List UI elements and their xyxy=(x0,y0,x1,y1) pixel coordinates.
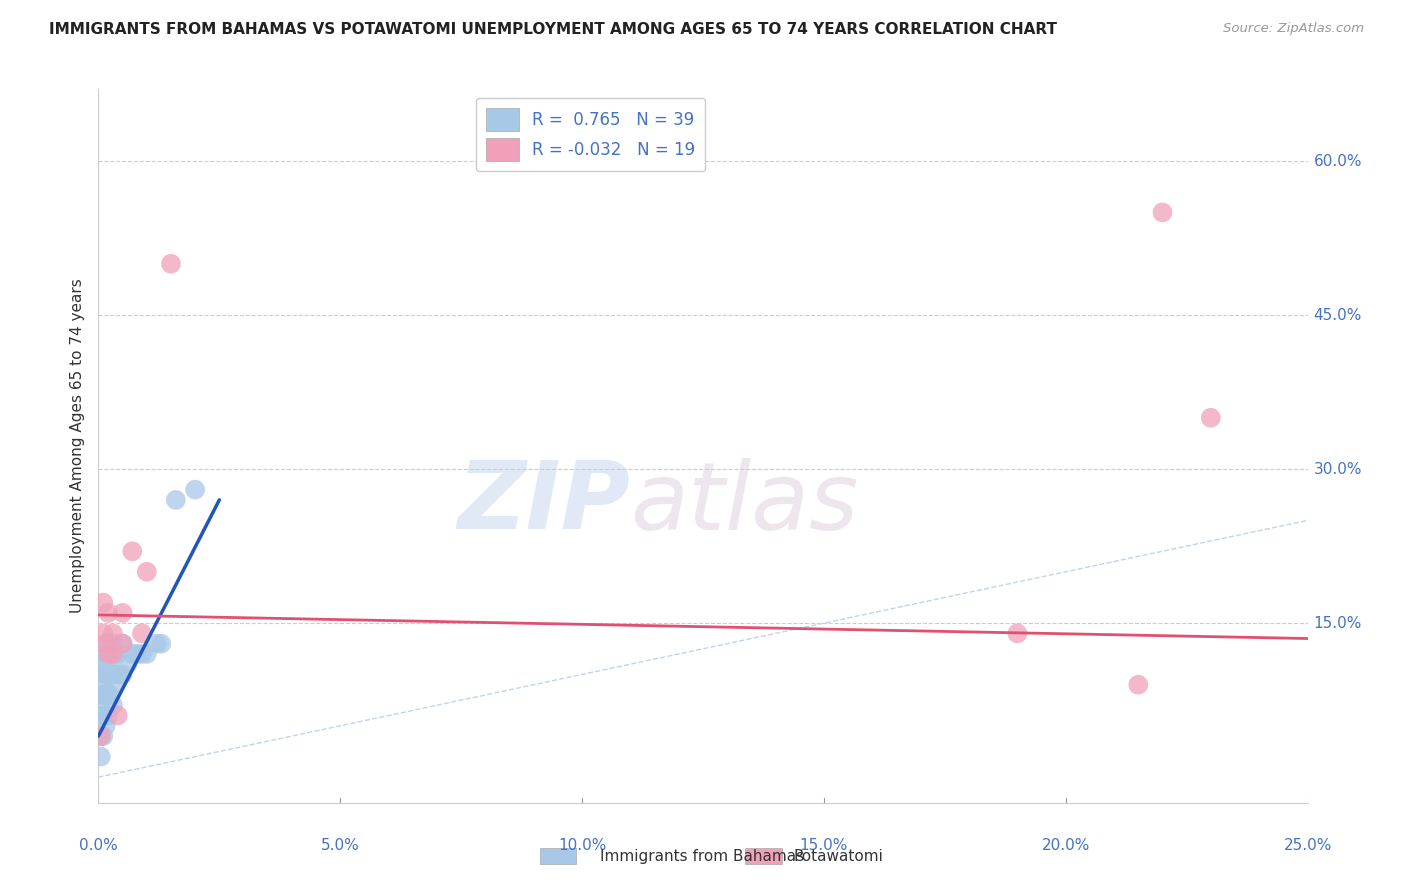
Text: Source: ZipAtlas.com: Source: ZipAtlas.com xyxy=(1223,22,1364,36)
Point xyxy=(90,698,112,713)
Point xyxy=(91,626,114,640)
Point xyxy=(97,657,120,672)
Text: 5.0%: 5.0% xyxy=(321,838,360,854)
Point xyxy=(94,667,117,681)
Point xyxy=(97,647,120,661)
Point xyxy=(91,688,114,702)
Point xyxy=(97,688,120,702)
Text: Potawatomi: Potawatomi xyxy=(793,849,883,863)
Point xyxy=(101,647,124,661)
Point xyxy=(91,657,114,672)
Point xyxy=(101,637,124,651)
Text: 25.0%: 25.0% xyxy=(1284,838,1331,854)
Point xyxy=(101,667,124,681)
Point xyxy=(91,688,114,702)
Point xyxy=(97,667,120,681)
Point xyxy=(91,708,114,723)
Point xyxy=(91,708,114,723)
Point xyxy=(94,719,117,733)
Point xyxy=(91,596,114,610)
Point xyxy=(1128,678,1150,692)
Point xyxy=(160,257,183,271)
Point xyxy=(135,565,157,579)
Point xyxy=(94,688,117,702)
Text: atlas: atlas xyxy=(630,458,859,549)
Y-axis label: Unemployment Among Ages 65 to 74 years: Unemployment Among Ages 65 to 74 years xyxy=(69,278,84,614)
FancyBboxPatch shape xyxy=(540,848,576,864)
Point xyxy=(121,544,143,558)
Point xyxy=(101,647,124,661)
Text: 0.0%: 0.0% xyxy=(79,838,118,854)
Point xyxy=(111,637,134,651)
Text: 60.0%: 60.0% xyxy=(1313,153,1362,169)
Point xyxy=(1199,410,1222,425)
Point xyxy=(107,647,129,661)
Point xyxy=(100,688,122,702)
Text: ZIP: ZIP xyxy=(457,457,630,549)
Point xyxy=(145,637,167,651)
Point xyxy=(107,667,129,681)
Point xyxy=(165,492,187,507)
Point xyxy=(91,729,114,743)
Text: 10.0%: 10.0% xyxy=(558,838,606,854)
Text: 45.0%: 45.0% xyxy=(1313,308,1362,323)
Point xyxy=(101,678,124,692)
Point xyxy=(107,708,129,723)
Point xyxy=(111,637,134,651)
Point xyxy=(131,647,153,661)
Text: IMMIGRANTS FROM BAHAMAS VS POTAWATOMI UNEMPLOYMENT AMONG AGES 65 TO 74 YEARS COR: IMMIGRANTS FROM BAHAMAS VS POTAWATOMI UN… xyxy=(49,22,1057,37)
Point xyxy=(90,749,112,764)
Point xyxy=(94,637,117,651)
Point xyxy=(90,729,112,743)
Point xyxy=(131,626,153,640)
Point xyxy=(101,626,124,640)
Text: 30.0%: 30.0% xyxy=(1313,461,1362,476)
Text: 20.0%: 20.0% xyxy=(1042,838,1090,854)
Point xyxy=(97,637,120,651)
Point xyxy=(90,729,112,743)
Point xyxy=(91,678,114,692)
Point xyxy=(100,667,122,681)
Text: Immigrants from Bahamas: Immigrants from Bahamas xyxy=(600,849,804,863)
Point xyxy=(1152,205,1174,219)
Point xyxy=(184,483,207,497)
Point xyxy=(101,698,124,713)
Text: 15.0%: 15.0% xyxy=(800,838,848,854)
Point xyxy=(1007,626,1029,640)
Point xyxy=(97,606,120,620)
Point xyxy=(135,647,157,661)
Point xyxy=(117,657,139,672)
Point xyxy=(111,667,134,681)
Point xyxy=(97,708,120,723)
FancyBboxPatch shape xyxy=(745,848,782,864)
Text: 15.0%: 15.0% xyxy=(1313,615,1362,631)
Point xyxy=(94,647,117,661)
Point xyxy=(150,637,173,651)
Point xyxy=(127,647,149,661)
Point xyxy=(111,606,134,620)
Legend: R =  0.765   N = 39, R = -0.032   N = 19: R = 0.765 N = 39, R = -0.032 N = 19 xyxy=(475,97,706,171)
Point xyxy=(121,647,143,661)
